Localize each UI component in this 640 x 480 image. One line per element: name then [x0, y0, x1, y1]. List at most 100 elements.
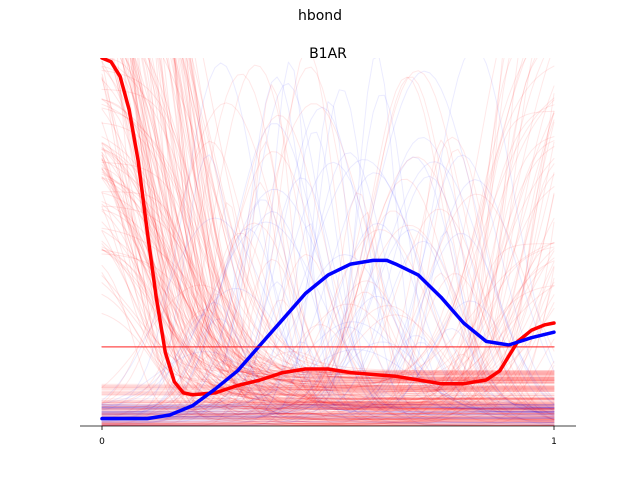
- background-trace: [101, 341, 555, 417]
- background-trace: [159, 58, 555, 415]
- background-trace: [101, 62, 555, 413]
- background-trace: [101, 248, 555, 396]
- background-trace: [111, 58, 555, 415]
- background-trace: [101, 76, 555, 423]
- background-trace: [101, 267, 555, 408]
- background-trace: [101, 360, 555, 426]
- background-trace: [101, 149, 555, 384]
- background-trace: [101, 136, 555, 426]
- background-trace: [101, 98, 555, 409]
- background-trace: [101, 65, 555, 424]
- background-trace: [101, 302, 555, 424]
- background-trace: [101, 58, 533, 420]
- background-trace: [101, 177, 555, 387]
- background-trace: [161, 58, 555, 390]
- background-trace: [101, 300, 555, 422]
- background-trace: [101, 248, 555, 377]
- background-trace: [101, 193, 555, 419]
- background-trace: [101, 102, 555, 422]
- background-trace: [101, 142, 555, 400]
- background-trace: [101, 299, 555, 409]
- x-tick-label: 1: [551, 437, 557, 447]
- background-trace: [101, 168, 555, 400]
- main-series: [100, 58, 556, 421]
- background-trace: [101, 227, 555, 395]
- background-trace: [189, 58, 555, 401]
- background-trace: [101, 123, 555, 414]
- background-trace: [101, 201, 555, 376]
- background-trace: [101, 61, 555, 392]
- background-trace: [101, 282, 555, 421]
- background-trace: [101, 97, 555, 416]
- background-trace: [101, 194, 555, 416]
- background-trace: [101, 76, 555, 410]
- series-line-1: [100, 258, 556, 421]
- background-trace: [101, 221, 555, 410]
- background-trace: [101, 192, 555, 400]
- background-trace: [101, 188, 555, 424]
- background-trace: [173, 58, 555, 420]
- background-trace: [158, 58, 555, 380]
- background-trace: [101, 58, 503, 404]
- background-trace: [180, 58, 555, 418]
- background-trace: [148, 58, 555, 419]
- background-trace: [101, 149, 555, 417]
- background-trace: [101, 58, 555, 410]
- background-trace: [101, 249, 555, 403]
- background-trace: [101, 192, 555, 405]
- background-trace: [101, 272, 555, 415]
- background-trace: [101, 70, 555, 420]
- background-trace: [101, 76, 555, 407]
- background-trace: [101, 309, 555, 420]
- background-trace: [101, 121, 555, 418]
- background-trace: [202, 58, 555, 426]
- background-trace: [101, 191, 555, 390]
- background-trace: [101, 217, 555, 401]
- background-trace: [101, 110, 555, 424]
- background-trace: [101, 85, 555, 408]
- background-trace: [101, 107, 555, 380]
- background-trace: [101, 140, 555, 418]
- background-trace: [101, 172, 555, 408]
- background-trace: [101, 171, 555, 379]
- background-trace: [177, 58, 555, 400]
- background-trace: [101, 154, 555, 419]
- background-trace: [182, 58, 555, 409]
- background-trace: [120, 58, 555, 376]
- background-trace: [101, 293, 555, 406]
- background-trace: [101, 313, 555, 421]
- background-trace: [127, 58, 555, 375]
- background-trace: [101, 58, 526, 392]
- background-trace: [101, 98, 555, 388]
- background-trace: [182, 58, 555, 372]
- background-trace: [134, 58, 555, 423]
- background-trace: [181, 58, 555, 389]
- background-trace: [101, 264, 555, 420]
- background-trace: [101, 209, 555, 401]
- background-trace: [101, 70, 555, 426]
- background-trace: [101, 314, 555, 405]
- background-trace: [129, 58, 555, 387]
- background-trace: [101, 221, 555, 407]
- background-trace: [101, 243, 555, 395]
- background-trace: [166, 58, 555, 374]
- background-trace: [101, 168, 555, 396]
- background-trace: [188, 58, 555, 386]
- background-trace: [101, 341, 555, 424]
- background-trace: [120, 58, 555, 412]
- background-trace: [101, 301, 555, 416]
- background-trace: [109, 58, 555, 400]
- background-trace: [101, 58, 510, 424]
- background-trace: [116, 58, 555, 400]
- background-trace: [101, 177, 555, 391]
- background-trace: [134, 58, 555, 404]
- background-trace: [149, 58, 555, 376]
- background-trace: [101, 58, 512, 402]
- background-trace: [101, 154, 555, 418]
- background-trace: [101, 140, 555, 410]
- background-trace: [131, 58, 555, 392]
- background-trace: [101, 106, 555, 410]
- background-trace: [121, 58, 555, 404]
- background-trace: [101, 175, 555, 418]
- background-trace: [101, 324, 555, 426]
